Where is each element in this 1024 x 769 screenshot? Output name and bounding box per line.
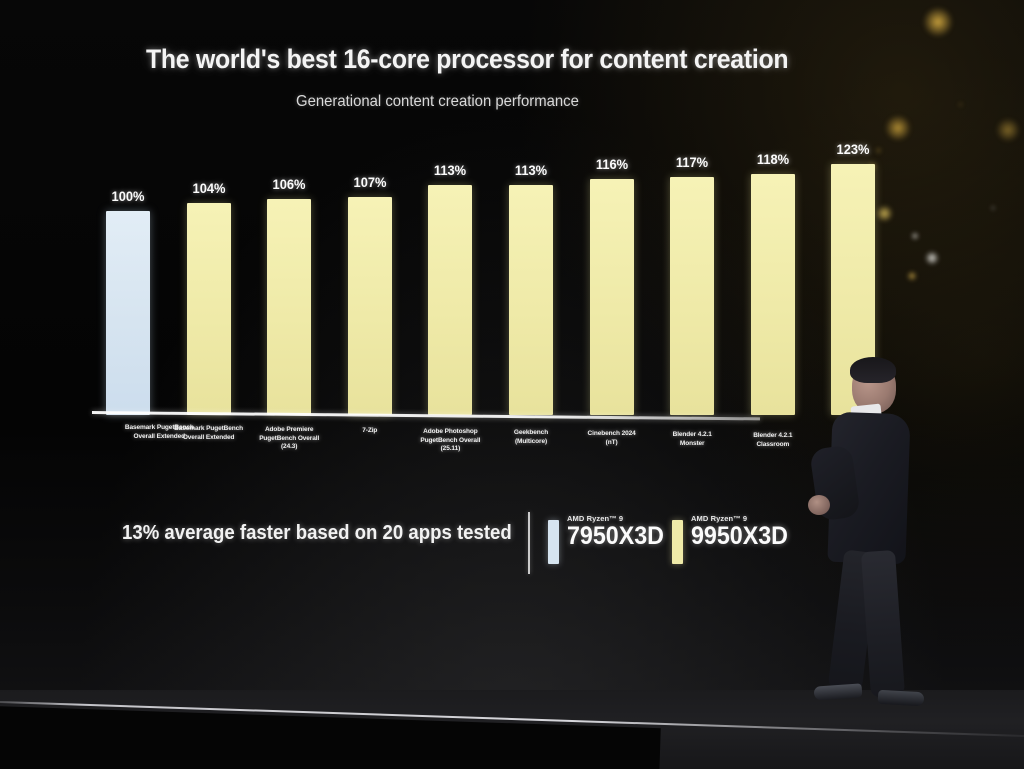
legend-model: 7950X3D (567, 522, 664, 550)
x-axis-label-line: Blender 4.2.1 (753, 432, 793, 439)
x-axis-label-line: Basemark PugetBench (124, 424, 194, 431)
x-axis-label: Geekbench (Multicore) (487, 429, 575, 446)
x-axis-label-line: Geekbench (513, 429, 549, 436)
presenter-shoe-front (877, 689, 925, 707)
x-axis-label: Cinebench 2024 (nT) (568, 430, 656, 447)
chart-bar-9950x3d (509, 184, 553, 415)
x-axis-label-line: (24.3) (280, 443, 298, 451)
x-axis-label-line: PugetBench Overall (420, 436, 481, 444)
legend-text: AMD Ryzen™ 9 7950X3D (567, 514, 671, 549)
bar-column: 106% (267, 150, 312, 415)
bar-value-label: 123% (836, 141, 870, 158)
bar-column: 107% (347, 150, 392, 415)
x-axis-label-line: (Multicore) (514, 437, 548, 445)
legend-swatch-9950x3d (672, 520, 683, 564)
bar-value-label: 107% (353, 173, 387, 190)
bar-column: 116% (589, 150, 634, 415)
x-axis-label-line: 7-Zip (362, 427, 378, 434)
x-axis-label: Adobe Premiere PugetBench Overall (24.3) (245, 426, 333, 452)
chart-bar-7950x3d (106, 211, 150, 415)
presenter-hand (808, 495, 830, 515)
legend-brand: AMD Ryzen™ 9 (567, 514, 624, 523)
bar-value-label: 100% (111, 188, 145, 205)
x-axis-label: 7-Zip (326, 427, 414, 436)
presenter-hair (850, 357, 896, 383)
legend-text: AMD Ryzen™ 9 9950X3D (691, 514, 795, 549)
presenter-leg-front (860, 549, 906, 699)
bar-column: 113% (428, 150, 473, 415)
presenter-shoe-back (813, 683, 863, 701)
x-axis-label-line: Adobe Premiere (264, 426, 314, 433)
x-axis-label-line: Basemark PugetBench (174, 425, 244, 432)
slide-title: The world's best 16-core processor for c… (146, 44, 789, 74)
x-axis-label-line: (nT) (605, 438, 618, 446)
bar-value-label: 116% (595, 155, 628, 172)
x-axis-label-line: Overall Extended (133, 432, 186, 440)
bar-column: 117% (670, 150, 715, 415)
x-axis-label-line: Overall Extended (182, 433, 235, 441)
chart-bar-9950x3d (670, 176, 715, 415)
legend-brand: AMD Ryzen™ 9 (691, 514, 748, 523)
projected-slide: The world's best 16-core processor for c… (91, 44, 876, 574)
bar-chart-plot-area: 100% 104% 106% 107% 113% 113% 116% 117% 118% 123% (92, 141, 876, 415)
x-axis-label: Adobe Photoshop PugetBench Overall (25.11) (406, 428, 494, 454)
bar-value-label: 106% (272, 175, 306, 192)
bar-value-label: 117% (676, 153, 709, 170)
legend-divider (528, 512, 530, 574)
chart-bar-9950x3d (267, 198, 312, 415)
legend-item: AMD Ryzen™ 9 7950X3D (548, 514, 671, 564)
bar-column: 113% (509, 150, 553, 415)
legend-swatch-7950x3d (548, 520, 559, 564)
x-axis-label-line: Monster (679, 439, 705, 447)
x-axis-label-line: Adobe Photoshop (423, 428, 478, 435)
x-axis-label-line: Blender 4.2.1 (672, 431, 712, 438)
x-axis-label-line: Cinebench 2024 (587, 430, 636, 437)
chart-bar-9950x3d (750, 174, 795, 415)
bar-column: 104% (186, 150, 231, 415)
chart-bar-9950x3d (428, 184, 473, 415)
x-axis-label: Blender 4.2.1 Classroom (729, 432, 817, 449)
x-axis-label: Basemark PugetBench Overall Extended (115, 424, 203, 441)
x-axis-label-line: (25.11) (440, 445, 461, 453)
chart-bar-9950x3d (589, 178, 634, 415)
bar-value-label: 113% (514, 161, 548, 178)
legend-model: 9950X3D (691, 522, 788, 550)
x-axis-label: Basemark PugetBench Overall Extended (165, 425, 253, 442)
chart-bar-9950x3d (347, 196, 392, 415)
x-axis-label-line: Classroom (756, 440, 790, 448)
chart-footnote: 13% average faster based on 20 apps test… (122, 522, 512, 544)
presenter-person (800, 355, 950, 735)
bar-column: 100% (106, 150, 150, 415)
slide-subtitle: Generational content creation performanc… (296, 93, 579, 110)
bar-column: 118% (750, 150, 795, 415)
legend-item: AMD Ryzen™ 9 9950X3D (672, 514, 795, 564)
chart-bar-9950x3d (186, 203, 231, 415)
x-axis-label-line: PugetBench Overall (259, 434, 320, 442)
bar-value-label: 118% (756, 151, 789, 168)
bar-value-label: 104% (192, 180, 226, 196)
bar-value-label: 113% (434, 161, 467, 178)
x-axis-label: Blender 4.2.1 Monster (648, 431, 736, 448)
